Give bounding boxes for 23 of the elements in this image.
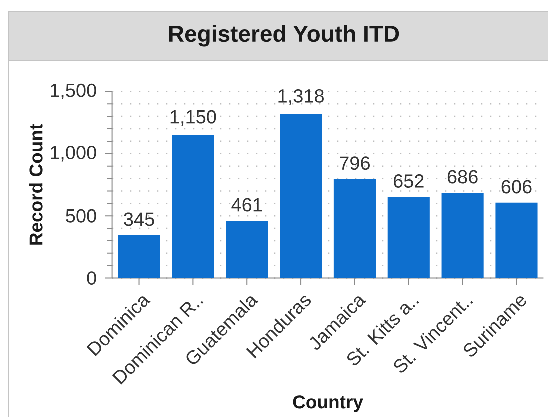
bar <box>172 135 214 278</box>
data-label: 606 <box>502 180 532 194</box>
bar <box>496 202 538 278</box>
bar <box>118 235 160 278</box>
y-tick-label: 1,000 <box>51 146 96 162</box>
data-label: 1,150 <box>170 110 216 126</box>
bar <box>442 192 484 278</box>
y-axis-title: Record Count <box>29 124 43 245</box>
bar <box>334 179 376 278</box>
data-label: 1,318 <box>278 89 324 106</box>
y-tick-label: 1,500 <box>51 84 96 100</box>
x-axis-title: Country <box>293 396 364 412</box>
chart-title: Registered Youth ITD <box>169 25 400 47</box>
y-tick-label: 0 <box>87 272 96 286</box>
data-label: 796 <box>340 156 370 170</box>
data-label: 652 <box>394 174 424 188</box>
data-label: 345 <box>124 212 154 226</box>
data-label: 686 <box>448 170 478 184</box>
bar <box>388 197 430 278</box>
data-label: 461 <box>232 198 262 212</box>
y-tick-label: 500 <box>66 209 96 223</box>
bar <box>226 220 268 278</box>
bar <box>280 114 322 278</box>
